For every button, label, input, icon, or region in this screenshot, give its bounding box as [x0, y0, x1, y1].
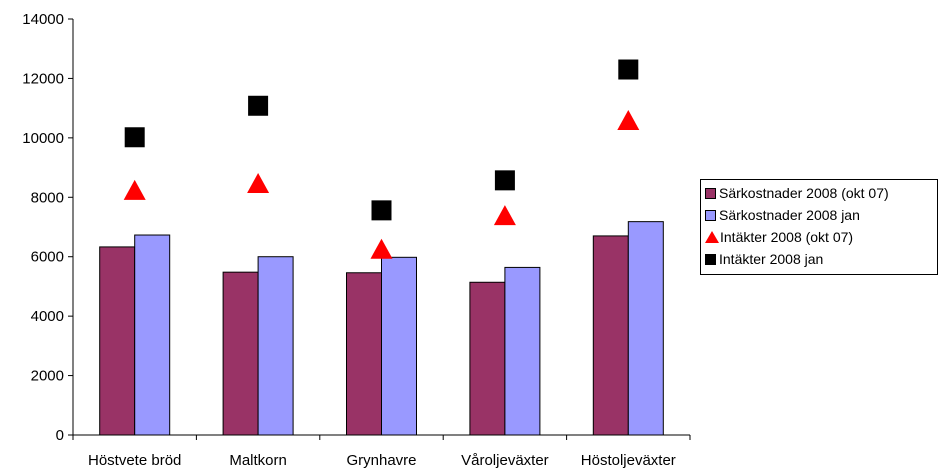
bar	[134, 234, 171, 436]
triangle-marker	[617, 110, 640, 131]
marker-series	[123, 59, 640, 259]
y-tick-label: 14000	[22, 11, 64, 28]
legend-item: Intäkter 2008 (okt 07)	[705, 226, 937, 248]
legend-label: Särkostnader 2008 jan	[719, 207, 860, 223]
legend-label: Intäkter 2008 jan	[719, 251, 824, 267]
y-tick-label: 0	[56, 427, 64, 444]
x-tick-label: Grynhavre	[346, 452, 416, 469]
square-marker	[124, 127, 145, 148]
bar	[592, 235, 629, 436]
bar	[381, 256, 417, 436]
bar	[627, 221, 664, 436]
bar	[222, 271, 259, 436]
square-marker	[494, 170, 515, 191]
bar	[469, 281, 506, 436]
y-axis: 0 2000 4000 6000 8000 10000 12000 14000	[22, 11, 74, 444]
x-tick-label: Höstvete bröd	[88, 452, 181, 469]
x-tick-label: Våroljeväxter	[461, 452, 549, 469]
bar	[257, 256, 294, 436]
bar-series	[99, 221, 664, 436]
bar	[504, 266, 541, 436]
legend-swatch-bar-icon	[705, 209, 716, 221]
square-marker	[618, 59, 639, 80]
triangle-marker	[493, 205, 516, 226]
triangle-marker	[370, 238, 393, 259]
legend-label: Särkostnader 2008 (okt 07)	[719, 185, 889, 201]
x-axis: Höstvete bröd Maltkorn Grynhavre Våroljeväx…	[72, 434, 691, 469]
legend-item: Intäkter 2008 jan	[705, 248, 937, 270]
x-tick-label: Maltkorn	[229, 452, 287, 469]
x-tick-label: Höstoljeväxter	[581, 452, 676, 469]
legend-triangle-icon	[705, 231, 719, 243]
y-tick-label: 10000	[22, 130, 64, 147]
legend: Särkostnader 2008 (okt 07) Särkostnader …	[700, 179, 938, 275]
bar	[99, 246, 136, 436]
triangle-marker	[247, 173, 270, 194]
y-tick-label: 2000	[31, 368, 64, 385]
y-tick-label: 6000	[31, 249, 64, 266]
y-tick-label: 8000	[31, 189, 64, 206]
bar	[346, 272, 382, 436]
legend-item: Särkostnader 2008 (okt 07)	[705, 182, 937, 204]
triangle-marker	[123, 179, 146, 200]
square-marker	[248, 95, 269, 116]
legend-item: Särkostnader 2008 jan	[705, 204, 937, 226]
legend-square-icon	[705, 253, 716, 265]
y-tick-label: 12000	[22, 70, 64, 87]
y-tick-label: 4000	[31, 308, 64, 325]
square-marker	[371, 200, 392, 221]
legend-swatch-bar-icon	[705, 187, 716, 199]
legend-label: Intäkter 2008 (okt 07)	[720, 229, 854, 245]
